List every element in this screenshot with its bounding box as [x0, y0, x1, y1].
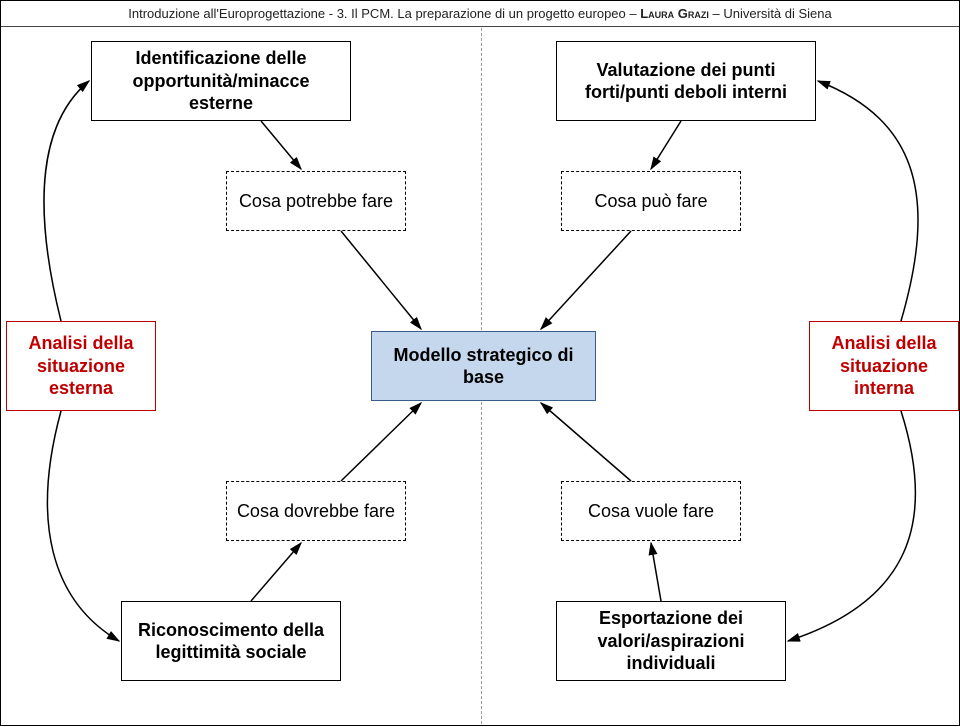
box-low-left: Cosa dovrebbe fare: [226, 481, 406, 541]
page-header: Introduzione all'Europrogettazione - 3. …: [1, 1, 959, 27]
box-top-right: Valutazione dei punti forti/punti deboli…: [556, 41, 816, 121]
box-bot-right: Esportazione dei valori/aspirazioni indi…: [556, 601, 786, 681]
box-side-left: Analisi della situazione esterna: [6, 321, 156, 411]
box-low-right: Cosa vuole fare: [561, 481, 741, 541]
page: Introduzione all'Europrogettazione - 3. …: [0, 0, 960, 726]
header-suffix: – Università di Siena: [709, 6, 832, 21]
box-side-right: Analisi della situazione interna: [809, 321, 959, 411]
header-author: Laura Grazi: [640, 6, 709, 21]
header-prefix: Introduzione all'Europrogettazione - 3. …: [128, 6, 640, 21]
box-mid-left: Cosa potrebbe fare: [226, 171, 406, 231]
box-mid-right: Cosa può fare: [561, 171, 741, 231]
box-top-left: Identificazione delle opportunità/minacc…: [91, 41, 351, 121]
box-bot-left: Riconoscimento della legittimità sociale: [121, 601, 341, 681]
box-center: Modello strategico di base: [371, 331, 596, 401]
